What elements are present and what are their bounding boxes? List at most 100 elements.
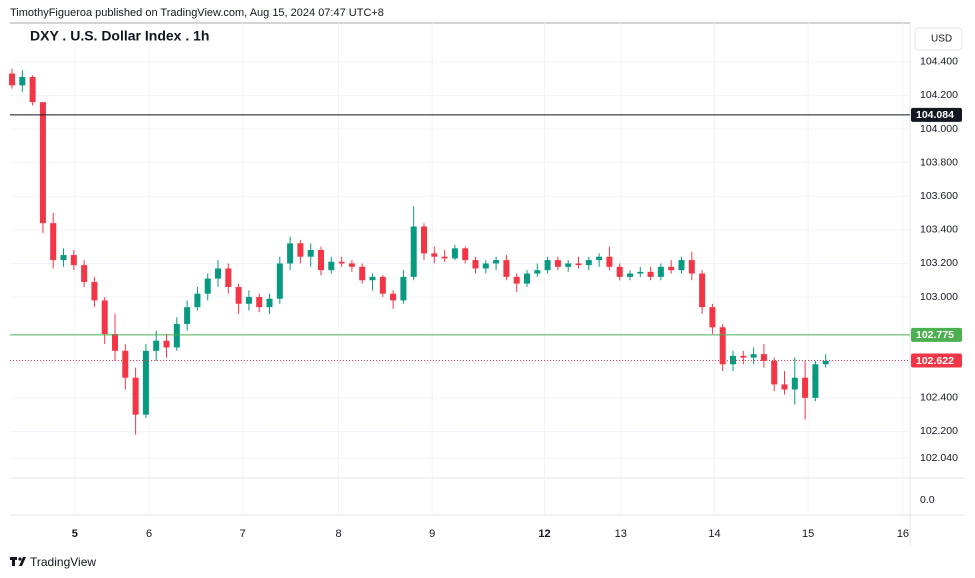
x-tick-label: 15 [802,528,814,540]
price-badge-label: 102.622 [916,355,954,367]
candle-body [626,273,633,277]
candle-body [709,307,716,328]
candle-body [235,286,242,304]
candle-body [451,248,458,259]
candle-body [307,250,314,257]
candle-body [606,256,613,267]
candle-body [503,260,510,277]
candle-body [50,223,57,261]
candle-body [318,250,325,271]
candle-body [215,268,222,279]
candle-body [266,298,273,308]
candle-body [493,260,500,264]
candle-body [637,271,644,274]
y-tick-label: 102.040 [920,452,958,464]
candle-body [60,255,67,261]
x-tick-label: 5 [72,528,78,540]
x-tick-label: 7 [240,528,246,540]
y-tick-label: 103.000 [920,291,958,303]
candle-body [369,276,376,281]
candle-body [699,273,706,308]
candle-body [585,260,592,266]
chart-title: DXY . U.S. Dollar Index . 1h [30,28,209,44]
candle-body [81,265,88,282]
candle-body [194,293,201,308]
candle-body [524,273,531,284]
candle-body [39,102,46,224]
candle-body [554,260,561,267]
candle-body [740,355,747,358]
candle-body [379,276,386,294]
x-tick-label: 6 [146,528,152,540]
y-tick-label: 103.800 [920,156,958,168]
x-tick-label: 9 [429,528,435,540]
y-tick-label: 104.000 [920,123,958,135]
candle-body [482,263,489,269]
candle-body [101,300,108,335]
candle-body [204,278,211,294]
candle-body [9,73,16,86]
candle-body [534,270,541,274]
x-tick-label: 14 [708,528,720,540]
candle-body [163,340,170,348]
price-badge-label: 104.084 [916,109,954,121]
attribution: TimothyFigueroa published on TradingView… [10,7,384,19]
candle-body [91,281,98,301]
y-tick-label: 103.600 [920,190,958,202]
candle-body [544,260,551,271]
candle-body [781,384,788,390]
price-badge [911,353,962,368]
candle-body [760,354,767,361]
candle-body [184,307,191,324]
candle-body [245,297,252,304]
candle-body [822,360,829,365]
y-tick-label: 104.200 [920,89,958,101]
candle-body [802,377,809,398]
candle-body [791,377,798,390]
candle-body [348,263,355,267]
candle-body [29,76,36,103]
candle-body [596,256,603,261]
candle-body [421,226,428,254]
x-tick-label: 8 [335,528,341,540]
x-tick-label: 13 [615,528,627,540]
candle-body [390,293,397,301]
y-tick-label: 103.200 [920,257,958,269]
y-tick-label: 103.400 [920,224,958,236]
currency[interactable]: USD [931,34,952,45]
y-tick-label: 102.400 [920,392,958,404]
candle-body [400,276,407,301]
x-tick-label: 16 [897,528,909,540]
candle-body [719,327,726,365]
candle-body [472,260,479,269]
brand-logo [10,557,26,566]
candle-body [359,266,366,281]
candle-body [812,364,819,398]
candle-body [122,350,129,378]
candle-body [647,271,654,277]
candle-body [19,76,26,86]
price-badge [911,107,962,122]
currency-button[interactable] [914,27,963,51]
candle-body [338,261,345,264]
candle-body [565,263,572,267]
candle-body [328,261,335,271]
y-tick-label: 104.400 [920,56,958,68]
candle-body [173,323,180,348]
candle-body [513,276,520,284]
candle-body [616,266,623,277]
candle-body [153,340,160,351]
candle-body [771,360,778,385]
candle-body [431,253,438,257]
candle-body [575,263,582,266]
pane2-tick-label: 0.0 [920,494,935,506]
candle-body [256,297,263,308]
candle-body [729,355,736,365]
brand: TradingView [30,555,96,569]
candle-body [70,255,77,266]
price-badge [911,327,962,342]
candle-body [688,260,695,274]
candle-body [678,260,685,271]
